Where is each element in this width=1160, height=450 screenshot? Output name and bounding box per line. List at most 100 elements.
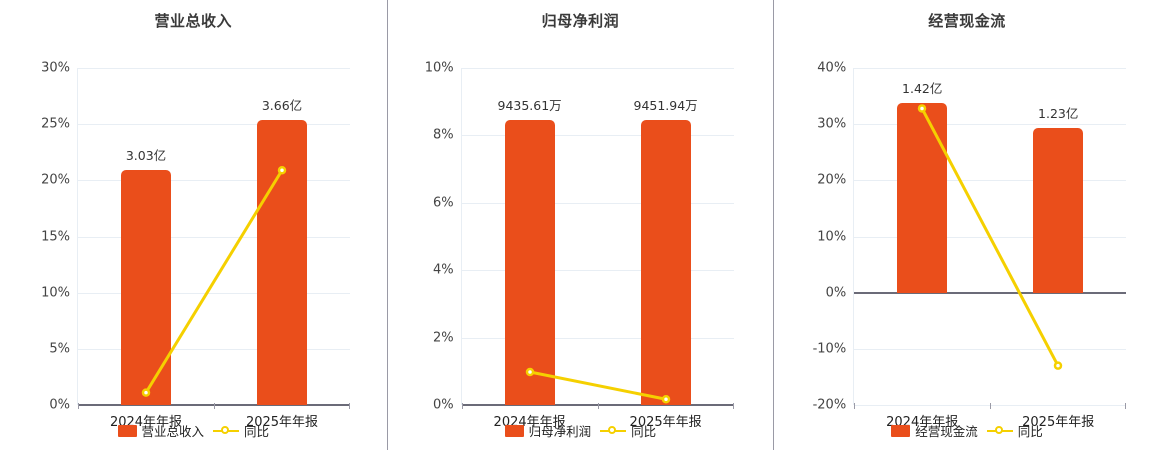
gridline [854,124,1127,126]
bar-value-label: 3.66亿 [261,97,303,113]
x-axis-tick-mark [597,403,599,409]
gridline [461,68,734,69]
chart-title: 归母净利润 [541,13,620,30]
bar[interactable] [1033,127,1084,293]
ratio-line [528,370,668,401]
chart-legend: 经营现金流 同比 [774,421,1160,440]
ratio-line-marker[interactable] [525,367,534,377]
line-marker-swatch-icon [986,425,1013,437]
y-axis-tick-label: 15% [41,229,70,244]
ratio-line-marker[interactable] [277,165,287,175]
plot-area: 0% 2% 4% 6% 8% 10% 9435.61万 9451.94万 [425,61,734,413]
x-axis-category-label: 2025年年报 [245,415,319,430]
chart-legend: 归母净利润 同比 [388,421,774,440]
bar-swatch-icon [891,424,911,437]
bar[interactable] [504,119,555,405]
x-axis-category-label: 2025年年报 [1022,415,1095,430]
ratio-line-marker[interactable] [917,104,927,113]
gridline [854,180,1127,182]
line-marker-swatch-icon [600,425,627,437]
x-axis-tick-mark [854,403,856,409]
y-axis-tick-label: 2% [432,330,454,346]
gridline [461,337,734,339]
line-marker-swatch-icon [213,425,240,437]
y-axis-tick-label: 10% [424,60,454,76]
ratio-line-series [525,367,670,404]
legend-item-line[interactable]: 同比 [600,421,656,440]
legend-item-bar[interactable]: 归母净利润 [504,421,592,440]
bar-value-label: 9451.94万 [633,98,698,114]
legend-label-line: 同比 [1017,424,1043,439]
y-axis-tick-label: 30% [817,116,847,132]
ratio-line-marker[interactable] [141,388,151,397]
legend-label-line: 同比 [244,424,270,439]
plot-area: 0% 5% 10% 15% 20% 25% 30% 3.03亿 3.66亿 [41,61,350,413]
y-axis-tick-label: 6% [432,195,454,211]
chart-panel-operating-cash-flow: 经营现金流 -20% -10% 0% 10% 20% 30% 40% 1.42亿 1.23亿 2… [773,0,1160,450]
y-axis-tick-label: 20% [817,172,847,188]
x-axis-tick-mark [990,403,992,409]
chart-panel-net-profit: 归母净利润 0% 2% 4% 6% 8% 10% 9435.61万 9451.94万 2024… [386,0,774,450]
gridline [78,68,350,69]
y-axis-spine [77,68,78,405]
chart-panel-revenue: 营业总收入 0% 5% 10% 15% 20% 25% 30% 3.03亿 3.66亿 2024… [0,0,387,450]
x-axis-tick-mark [349,403,350,409]
ratio-line-marker[interactable] [661,395,670,404]
y-axis-tick-label: 40% [817,60,847,76]
y-axis-spine [853,68,855,405]
gridline [461,135,734,137]
chart-title: 经营现金流 [928,13,1006,30]
ratio-line-marker[interactable] [1053,361,1063,370]
y-axis-tick-label: 30% [41,60,70,76]
y-axis-tick-label: 10% [41,285,70,301]
gridline [461,202,734,204]
gridline [78,236,350,238]
x-axis-tick-mark [78,403,79,409]
y-axis-tick-label: 0% [49,397,70,413]
ratio-line-series [917,104,1063,370]
x-axis-category-label: 2025年年报 [629,415,702,430]
legend-label-line: 同比 [631,424,657,439]
gridline [78,292,350,294]
gridline [78,180,350,182]
legend-label-bar: 营业总收入 [141,424,205,439]
ratio-line [144,168,284,395]
ratio-line [920,106,1060,368]
legend-label-bar: 归母净利润 [528,424,592,439]
y-axis-tick-label: 4% [432,262,454,278]
bar-value-label: 3.03亿 [125,148,167,164]
legend-item-bar[interactable]: 营业总收入 [117,421,205,440]
y-axis-tick-label: 10% [817,229,847,244]
y-axis-tick-label: 0% [825,285,847,301]
bar-value-label: 1.23亿 [1038,105,1079,121]
x-axis-tick-mark [214,403,215,409]
gridline [78,124,350,126]
bar-value-label: 1.42亿 [902,80,943,96]
y-axis-tick-label: 20% [41,172,70,188]
zero-axis-line [854,291,1127,294]
y-axis-spine [460,68,462,405]
bar-swatch-icon [117,424,137,437]
legend-item-line[interactable]: 同比 [986,421,1043,440]
bar[interactable] [640,120,691,405]
gridline [854,68,1127,69]
bar[interactable] [897,102,948,293]
plot-area: -20% -10% 0% 10% 20% 30% 40% 1.42亿 1.23亿 [813,61,1127,413]
y-axis-tick-label: -20% [812,397,847,413]
x-axis-tick-mark [1125,403,1127,409]
x-axis-tick-mark [461,403,463,409]
gridline [854,348,1127,350]
y-axis-tick-label: 5% [49,341,70,357]
bar-swatch-icon [504,424,524,437]
y-axis-tick-label: -10% [812,341,847,357]
legend-item-bar[interactable]: 经营现金流 [891,421,978,440]
legend-item-line[interactable]: 同比 [213,421,269,440]
gridline [78,348,350,350]
legend-label-bar: 经营现金流 [915,424,978,439]
y-axis-tick-label: 25% [41,116,70,132]
chart-title: 营业总收入 [154,13,233,30]
y-axis-tick-label: 8% [432,127,454,143]
y-axis-tick-label: 0% [432,397,454,413]
ratio-line-series [141,165,287,397]
